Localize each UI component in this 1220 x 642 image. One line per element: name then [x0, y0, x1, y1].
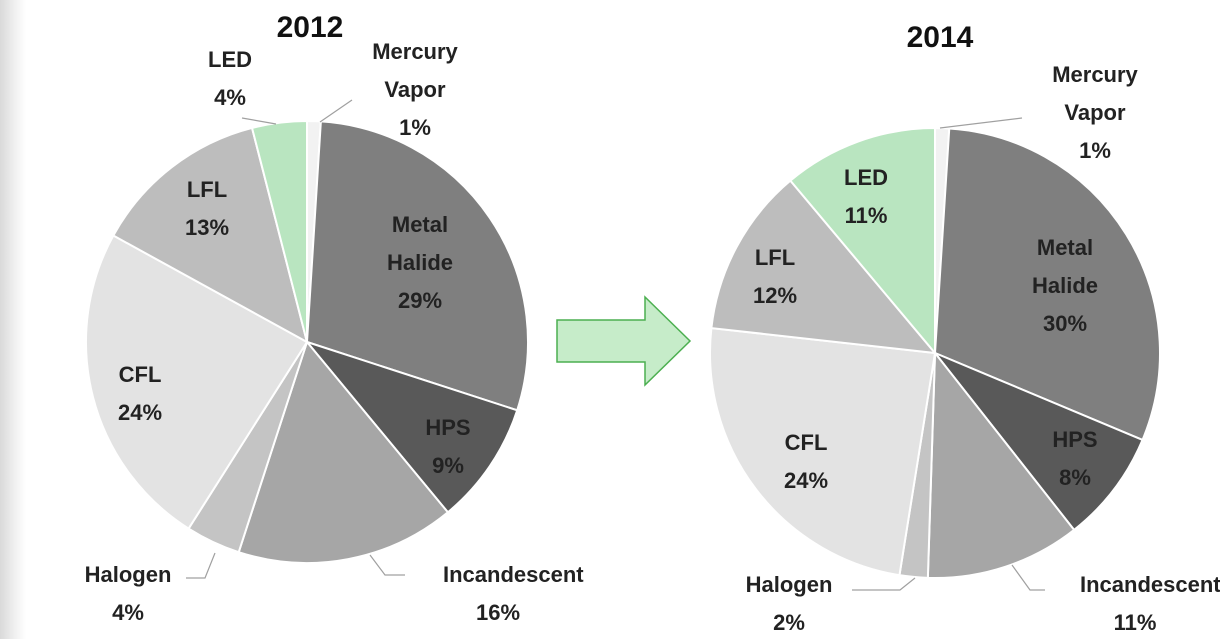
- pie-slice: [926, 350, 1076, 579]
- slice-value: 4%: [112, 600, 144, 625]
- slice-value: 12%: [752, 283, 798, 308]
- leaders: [186, 99, 1045, 591]
- slice-value: 16%: [475, 600, 521, 625]
- slice-name: Mercury Vapor: [372, 39, 458, 102]
- slice-name: Metal Halide: [1031, 235, 1099, 298]
- slice-label: Metal Halide 29%: [365, 206, 475, 320]
- slice-value: 1%: [1079, 138, 1111, 163]
- leader-line: [852, 577, 916, 591]
- slice-label: LFL 12%: [753, 239, 797, 315]
- chart-title: 2012: [276, 11, 344, 44]
- slice-value: 11%: [1113, 610, 1157, 635]
- chart-title: 2014: [906, 21, 974, 54]
- leader-line: [939, 117, 1023, 129]
- slice-label: LFL 13%: [185, 171, 229, 247]
- slice-value: 24%: [117, 400, 163, 425]
- slice-name: LFL: [754, 245, 796, 270]
- slice-label: Mercury Vapor 1%: [1040, 56, 1150, 170]
- slice-label: Incandescent 16%: [443, 556, 584, 632]
- slice-value: 8%: [1059, 465, 1091, 490]
- slice-label: Incandescent 11%: [1080, 566, 1220, 642]
- pie-slice: [304, 339, 519, 514]
- pie-slice: [111, 126, 309, 344]
- slice-label: Metal Halide 30%: [1010, 229, 1120, 343]
- slice-value: 4%: [214, 85, 246, 110]
- slices: [85, 119, 1161, 579]
- pie-slice: [305, 120, 529, 412]
- pie-slice: [788, 126, 936, 356]
- slice-name: HPS: [425, 415, 471, 440]
- slice-value: 9%: [432, 453, 464, 478]
- slice-label: Mercury Vapor 1%: [360, 33, 470, 147]
- slice-label: LED 11%: [844, 159, 888, 235]
- pie-slice: [250, 119, 308, 343]
- pie-slice: [85, 234, 309, 530]
- slice-value: 29%: [397, 288, 443, 313]
- slice-label: CFL 24%: [784, 424, 828, 500]
- slice-label: CFL 24%: [118, 356, 162, 432]
- slice-name: LFL: [186, 177, 228, 202]
- slice-name: CFL: [784, 430, 828, 455]
- slice-name: Mercury Vapor: [1052, 62, 1138, 125]
- slice-value: 11%: [844, 203, 888, 228]
- pie-slice: [710, 179, 938, 355]
- slice-name: LED: [844, 165, 888, 190]
- leader-line: [319, 99, 353, 123]
- pie-slice: [933, 127, 1161, 442]
- arrow: [556, 295, 692, 387]
- slice-label: HPS 8%: [1052, 421, 1097, 497]
- slice-value: 30%: [1042, 311, 1088, 336]
- slice-name: CFL: [118, 362, 162, 387]
- slice-value: 13%: [184, 215, 230, 240]
- slice-name: Metal Halide: [386, 212, 454, 275]
- slice-name: Incandescent: [443, 562, 584, 587]
- leader-line: [186, 552, 216, 579]
- slice-value: 24%: [783, 468, 829, 493]
- leader-line: [369, 554, 405, 576]
- leader-line: [1011, 564, 1045, 591]
- slice-label: Halogen 4%: [85, 556, 172, 632]
- slice-name: LED: [208, 47, 252, 72]
- slice-name: HPS: [1052, 427, 1098, 452]
- pie-slice: [237, 339, 450, 564]
- slice-name: Incandescent: [1080, 572, 1220, 597]
- pie-slice: [709, 326, 937, 577]
- leader-line: [241, 117, 277, 125]
- slice-label: LED 4%: [208, 41, 252, 117]
- slice-value: 2%: [773, 610, 805, 635]
- slice-name: Halogen: [84, 562, 172, 587]
- slice-label: Halogen 2%: [746, 566, 833, 642]
- slice-name: Halogen: [745, 572, 833, 597]
- pie-slice: [931, 350, 1144, 532]
- slice-label: HPS 9%: [425, 409, 470, 485]
- slice-value: 1%: [399, 115, 431, 140]
